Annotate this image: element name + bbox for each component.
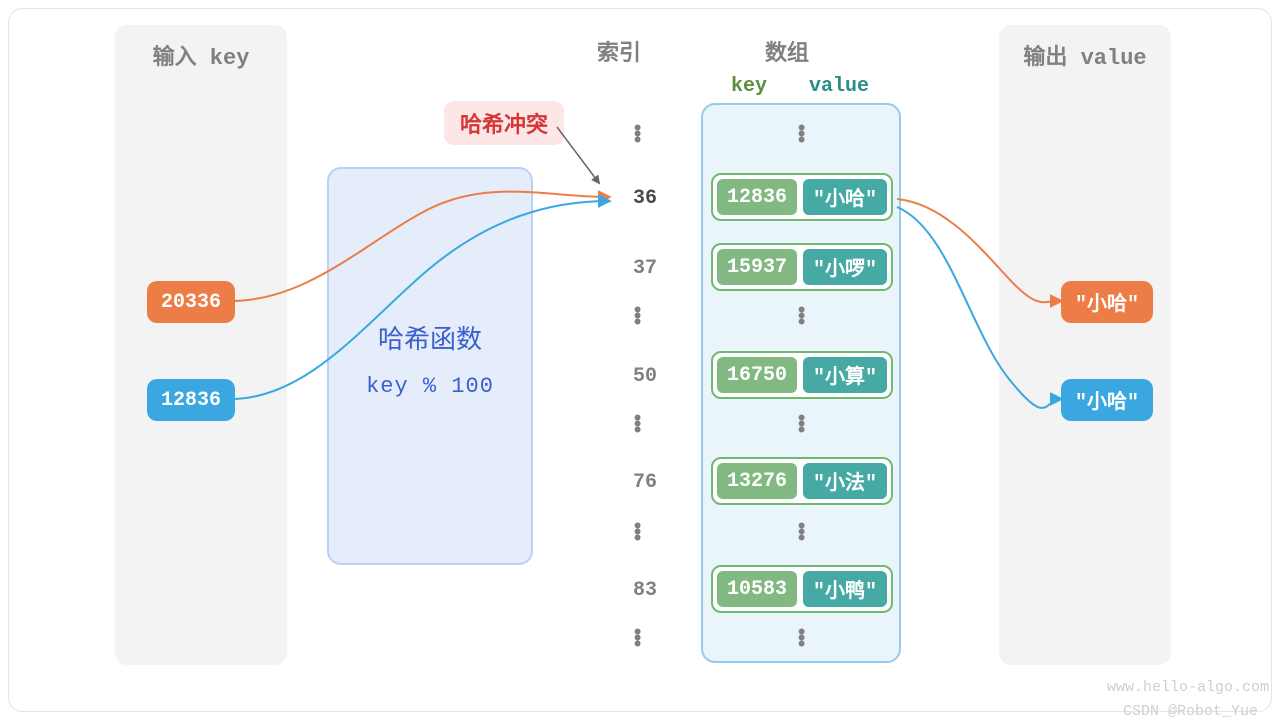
output-value-chip: "小哈"	[1061, 281, 1153, 323]
vertical-ellipsis-icon: •••	[631, 525, 644, 543]
vertical-ellipsis-icon: •••	[631, 309, 644, 327]
array-index: 36	[617, 187, 657, 210]
watermark-site: www.hello-algo.com	[1107, 679, 1269, 696]
collision-callout: 哈希冲突	[444, 101, 564, 145]
vertical-ellipsis-icon: •••	[631, 127, 644, 145]
output-panel: 输出 value	[999, 25, 1171, 665]
bucket-value: "小法"	[803, 463, 887, 499]
output-panel-title: 输出 value	[999, 39, 1171, 71]
array-index: 83	[617, 579, 657, 602]
vertical-ellipsis-icon: •••	[795, 631, 808, 649]
input-key-chip: 12836	[147, 379, 235, 421]
bucket-key: 12836	[717, 179, 797, 215]
array-bucket: 13276"小法"	[711, 457, 893, 505]
output-value-chip: "小哈"	[1061, 379, 1153, 421]
array-bucket: 16750"小算"	[711, 351, 893, 399]
watermark-author: CSDN @Robot_Yue	[1123, 703, 1258, 720]
array-column-header: 数组	[765, 35, 809, 67]
hash-function-title: 哈希函数	[329, 319, 531, 356]
array-bucket: 15937"小啰"	[711, 243, 893, 291]
input-panel: 输入 key	[115, 25, 287, 665]
vertical-ellipsis-icon: •••	[795, 417, 808, 435]
vertical-ellipsis-icon: •••	[631, 417, 644, 435]
hash-function-box: 哈希函数 key % 100	[327, 167, 533, 565]
vertical-ellipsis-icon: •••	[795, 127, 808, 145]
index-column-header: 索引	[597, 35, 641, 67]
input-key-chip: 20336	[147, 281, 235, 323]
bucket-key: 15937	[717, 249, 797, 285]
array-index: 37	[617, 257, 657, 280]
bucket-value: "小算"	[803, 357, 887, 393]
bucket-value: "小啰"	[803, 249, 887, 285]
input-panel-title: 输入 key	[115, 39, 287, 71]
bucket-value: "小哈"	[803, 179, 887, 215]
vertical-ellipsis-icon: •••	[795, 525, 808, 543]
key-subheader: key	[731, 75, 767, 98]
bucket-key: 13276	[717, 463, 797, 499]
array-bucket: 12836"小哈"	[711, 173, 893, 221]
bucket-key: 10583	[717, 571, 797, 607]
value-subheader: value	[809, 75, 869, 98]
vertical-ellipsis-icon: •••	[795, 309, 808, 327]
array-index: 50	[617, 365, 657, 388]
bucket-key: 16750	[717, 357, 797, 393]
bucket-value: "小鸭"	[803, 571, 887, 607]
diagram-canvas: 输入 key 输出 value 哈希函数 key % 100 索引 数组 key…	[8, 8, 1272, 712]
vertical-ellipsis-icon: •••	[631, 631, 644, 649]
hash-function-formula: key % 100	[329, 374, 531, 399]
array-index: 76	[617, 471, 657, 494]
array-bucket: 10583"小鸭"	[711, 565, 893, 613]
